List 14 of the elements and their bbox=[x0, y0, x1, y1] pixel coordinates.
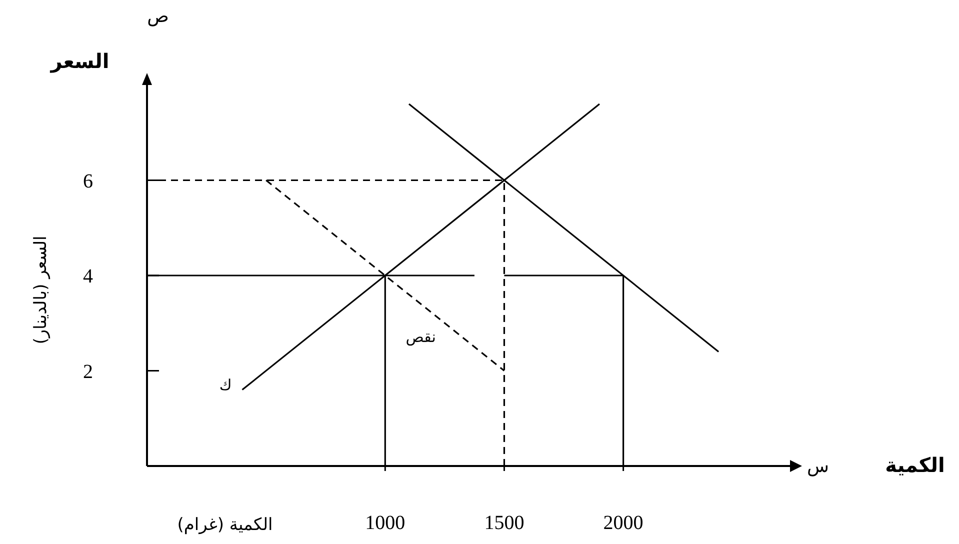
x-tick-label: 2000 bbox=[603, 512, 644, 534]
y-tick-label: 6 bbox=[83, 170, 93, 192]
x-axis-title: الكمية (غرام) bbox=[177, 515, 273, 535]
x-tick-label: 1500 bbox=[484, 512, 524, 534]
text: السعر bbox=[50, 49, 110, 73]
y-tick-label: 4 bbox=[83, 266, 93, 288]
y-axis-title: السعر (بالدينار) bbox=[31, 236, 51, 344]
annotation: ك bbox=[219, 376, 232, 394]
text: ص bbox=[147, 6, 169, 27]
annotation: نقص bbox=[406, 328, 436, 346]
text: س bbox=[807, 456, 829, 477]
x-tick-label: 1000 bbox=[365, 512, 406, 534]
text: الكمية bbox=[885, 453, 945, 477]
y-tick-label: 2 bbox=[83, 360, 93, 383]
